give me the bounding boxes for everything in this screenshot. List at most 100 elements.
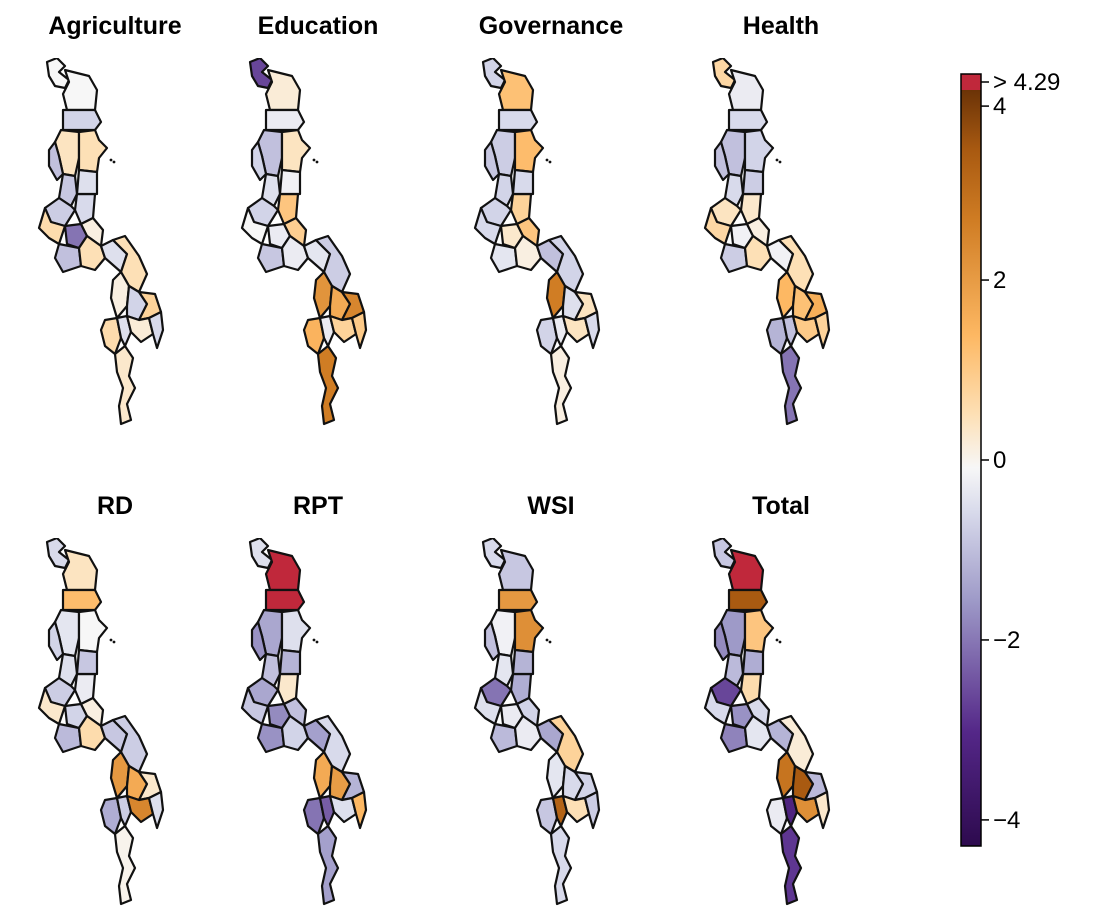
district-7 (57, 172, 79, 208)
district-map (703, 538, 831, 906)
district-24 (350, 310, 368, 350)
district-5 (483, 140, 501, 182)
district-14 (256, 242, 286, 274)
district-13 (282, 216, 308, 248)
district-24 (147, 790, 165, 830)
district-2 (497, 68, 535, 112)
district-13 (282, 696, 308, 728)
legend-tick-1-label: 2 (993, 267, 1006, 294)
district-3 (61, 588, 103, 612)
district-5 (47, 620, 65, 662)
district-13 (79, 216, 105, 248)
district-9 (278, 648, 302, 676)
district-25 (316, 824, 340, 906)
legend-tick-0-label: 4 (993, 93, 1006, 120)
district-9 (511, 648, 535, 676)
district-13 (79, 696, 105, 728)
district-6 (743, 128, 775, 174)
district-14 (719, 242, 749, 274)
district-5 (713, 620, 731, 662)
panel-title: RD (96, 492, 134, 520)
district-24 (147, 310, 165, 350)
district-14 (489, 242, 519, 274)
district-22 (115, 794, 133, 828)
district-map (473, 58, 601, 426)
district-3 (727, 588, 769, 612)
district-7 (260, 652, 282, 688)
panel-title: RPT (293, 492, 343, 520)
district-7 (260, 172, 282, 208)
color-legend: > 4.294 2 0 −2 −4 (960, 70, 1060, 847)
district-22 (551, 794, 569, 828)
district-14 (53, 242, 83, 274)
district-6 (513, 608, 545, 654)
map-panel-rpt: RPT (193, 492, 443, 912)
island-mark (312, 638, 316, 642)
district-5 (713, 140, 731, 182)
district-map (240, 58, 368, 426)
map-panel-agriculture: Agriculture (0, 12, 240, 432)
island-mark (778, 160, 782, 164)
island-mark (548, 640, 552, 644)
map-panel-total: Total (656, 492, 906, 912)
district-9 (741, 648, 765, 676)
district-24 (583, 310, 601, 350)
district-9 (511, 168, 535, 196)
district-25 (113, 824, 137, 906)
district-22 (318, 794, 336, 828)
district-24 (583, 790, 601, 830)
district-22 (781, 314, 799, 348)
legend-color-bar (961, 90, 981, 846)
district-22 (551, 314, 569, 348)
district-25 (113, 344, 137, 426)
district-map (473, 538, 601, 906)
district-map (703, 58, 831, 426)
district-25 (779, 344, 803, 426)
legend-tick-3-label: −2 (993, 627, 1020, 654)
district-2 (61, 548, 99, 592)
island-mark (548, 160, 552, 164)
district-9 (278, 168, 302, 196)
district-14 (719, 722, 749, 754)
island-mark (112, 640, 116, 644)
district-14 (53, 722, 83, 754)
district-25 (316, 344, 340, 426)
district-14 (256, 722, 286, 754)
district-13 (515, 696, 541, 728)
district-3 (264, 588, 306, 612)
district-6 (280, 128, 312, 174)
map-panel-rd: RD (0, 492, 240, 912)
map-panel-wsi: WSI (426, 492, 676, 912)
island-mark (109, 638, 113, 642)
district-map (37, 538, 165, 906)
island-mark (112, 160, 116, 164)
district-2 (264, 68, 302, 112)
panel-title: Agriculture (48, 12, 182, 40)
island-mark (545, 638, 549, 642)
panel-title: WSI (527, 492, 575, 520)
district-25 (549, 824, 573, 906)
island-mark (545, 158, 549, 162)
legend-tick-2-label: 0 (993, 447, 1006, 474)
district-map (37, 58, 165, 426)
island-mark (312, 158, 316, 162)
map-panel-health: Health (656, 12, 906, 432)
district-5 (47, 140, 65, 182)
district-7 (493, 172, 515, 208)
panel-title: Health (742, 12, 820, 40)
island-mark (775, 158, 779, 162)
island-mark (109, 158, 113, 162)
district-2 (61, 68, 99, 112)
district-9 (75, 648, 99, 676)
district-13 (515, 216, 541, 248)
district-5 (250, 620, 268, 662)
district-3 (497, 108, 539, 132)
district-2 (497, 548, 535, 592)
district-14 (489, 722, 519, 754)
island-mark (315, 160, 319, 164)
district-3 (264, 108, 306, 132)
district-24 (350, 790, 368, 830)
panel-title: Education (257, 12, 379, 40)
district-3 (497, 588, 539, 612)
legend-overflow-swatch (961, 74, 981, 90)
